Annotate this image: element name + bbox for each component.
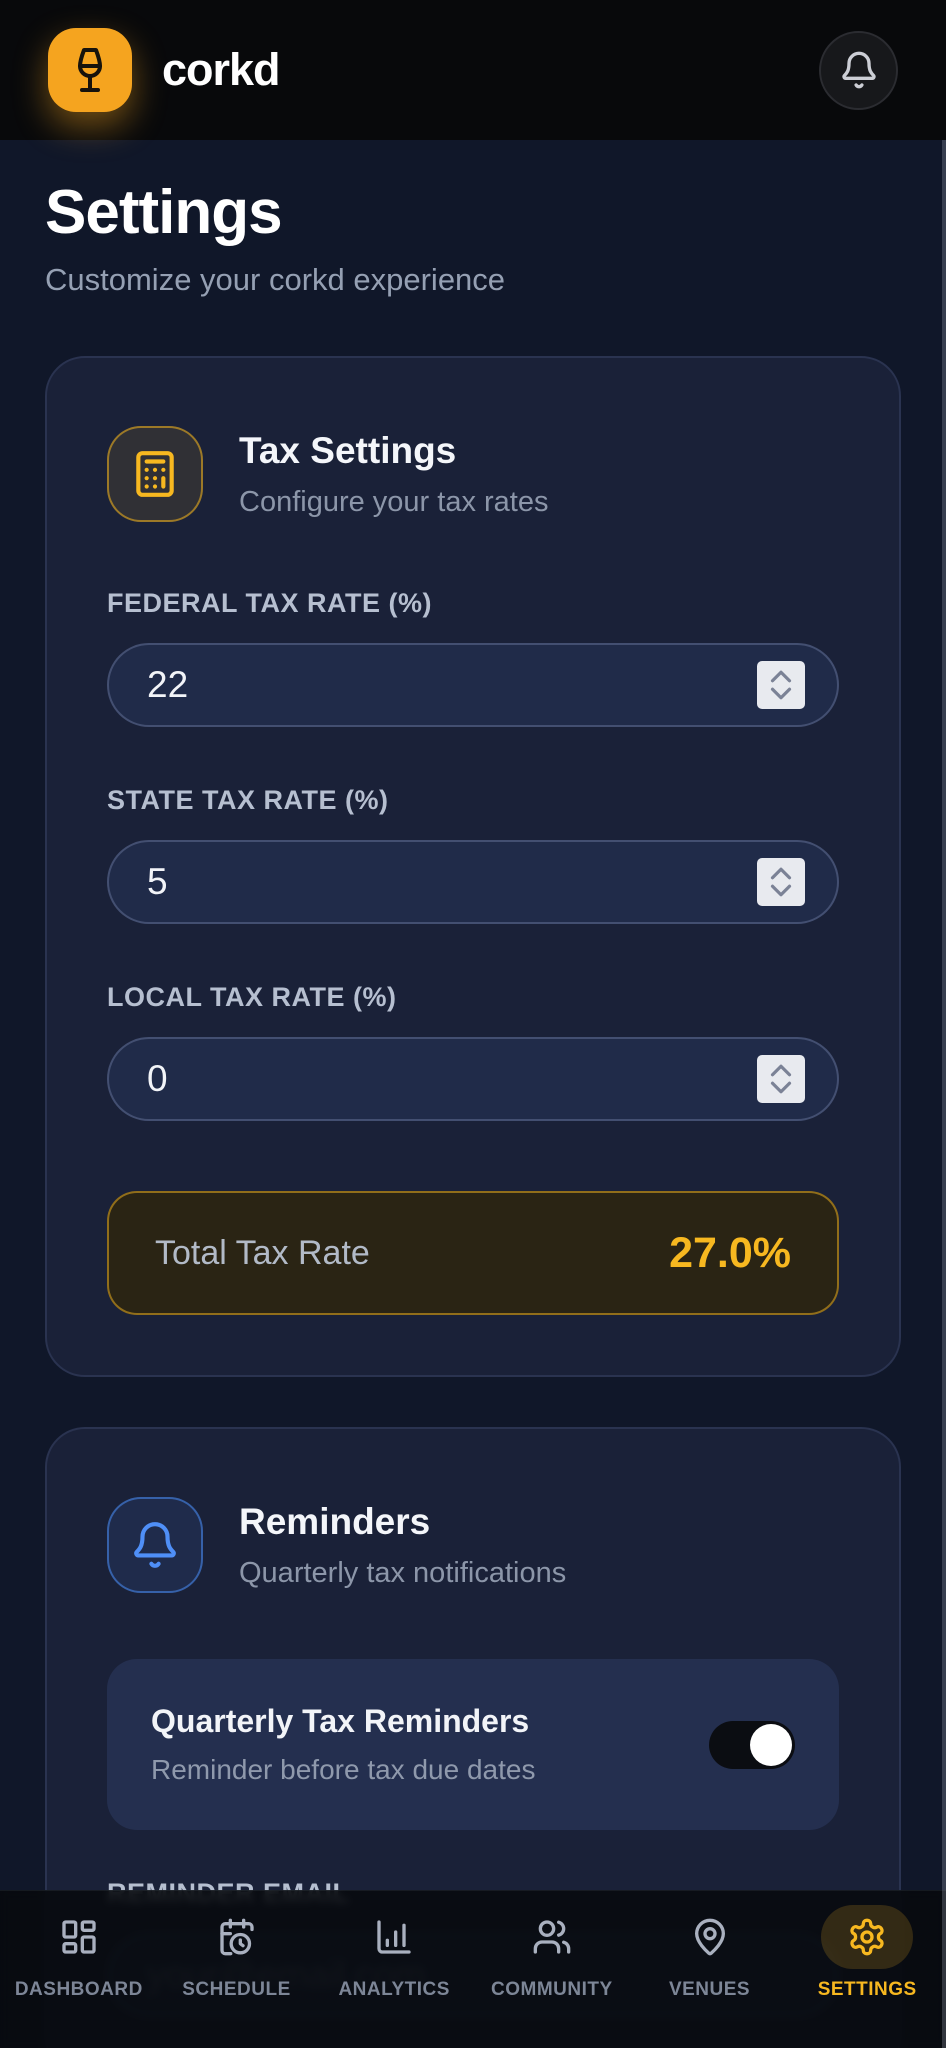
- nav-label: VENUES: [668, 1979, 751, 2000]
- nav-item-settings[interactable]: SETTINGS: [788, 1905, 946, 2001]
- bell-icon: [839, 50, 879, 90]
- nav-label: SETTINGS: [817, 1979, 917, 2000]
- quarterly-reminders-label: Quarterly Tax Reminders: [151, 1703, 530, 1739]
- reminders-card-title: Reminders: [239, 1500, 431, 1542]
- local-tax-input-shell: [107, 1037, 839, 1121]
- reminders-card-header: Reminders Quarterly tax notifications: [107, 1497, 839, 1593]
- reminders-card-subtitle: Quarterly tax notifications: [239, 1556, 567, 1589]
- page-title: Settings: [45, 178, 283, 247]
- bar-chart-icon: [348, 1905, 440, 1969]
- tax-settings-card: Tax Settings Configure your tax rates FE…: [45, 356, 901, 1377]
- federal-tax-input-shell: [107, 643, 839, 727]
- nav-label: ANALYTICS: [338, 1979, 450, 2000]
- state-tax-stepper[interactable]: [757, 858, 805, 906]
- local-tax-field: LOCAL TAX RATE (%): [107, 982, 839, 1121]
- total-tax-rate-label: Total Tax Rate: [155, 1233, 370, 1272]
- toggle-knob: [750, 1723, 792, 1766]
- tax-card-header: Tax Settings Configure your tax rates: [107, 426, 839, 522]
- state-tax-input-shell: [107, 840, 839, 924]
- tax-card-subtitle: Configure your tax rates: [239, 485, 549, 518]
- nav-label: SCHEDULE: [182, 1979, 291, 2000]
- quarterly-reminders-description: Reminder before tax due dates: [151, 1754, 536, 1785]
- map-pin-icon: [664, 1905, 756, 1969]
- chevron-down-icon: [770, 687, 792, 700]
- chevron-up-icon: [770, 670, 792, 683]
- calculator-icon: [107, 426, 203, 522]
- local-tax-stepper[interactable]: [757, 1055, 805, 1103]
- state-tax-label: STATE TAX RATE (%): [107, 785, 389, 815]
- scrollbar[interactable]: [942, 140, 946, 2048]
- quarterly-reminders-toggle[interactable]: [709, 1720, 795, 1769]
- app-title: corkd: [162, 44, 281, 95]
- local-tax-label: LOCAL TAX RATE (%): [107, 982, 397, 1012]
- local-tax-input[interactable]: [109, 1058, 837, 1100]
- app-logo: [48, 28, 132, 112]
- notifications-button[interactable]: [819, 30, 898, 110]
- state-tax-input[interactable]: [109, 861, 837, 903]
- total-tax-rate-box: Total Tax Rate 27.0%: [107, 1191, 839, 1315]
- quarterly-reminders-texts: Quarterly Tax Reminders Reminder before …: [151, 1703, 535, 1786]
- users-icon: [506, 1905, 598, 1969]
- gear-icon: [821, 1905, 914, 1969]
- total-tax-rate-value: 27.0%: [669, 1228, 791, 1277]
- nav-label: DASHBOARD: [14, 1979, 143, 2000]
- federal-tax-input[interactable]: [109, 664, 837, 706]
- federal-tax-stepper[interactable]: [757, 661, 805, 709]
- tax-card-heading: Tax Settings Configure your tax rates: [239, 430, 548, 519]
- chevron-down-icon: [770, 884, 792, 897]
- chevron-down-icon: [770, 1081, 792, 1094]
- federal-tax-field: FEDERAL TAX RATE (%): [107, 588, 839, 727]
- nav-item-dashboard[interactable]: DASHBOARD: [0, 1905, 158, 2001]
- main-content: Settings Customize your corkd experience…: [0, 140, 946, 2048]
- nav-label: COMMUNITY: [491, 1979, 613, 2000]
- federal-tax-label: FEDERAL TAX RATE (%): [107, 588, 432, 618]
- nav-item-analytics[interactable]: ANALYTICS: [315, 1905, 473, 2001]
- page-subtitle: Customize your corkd experience: [45, 262, 506, 297]
- nav-item-schedule[interactable]: SCHEDULE: [158, 1905, 316, 2001]
- tax-card-title: Tax Settings: [239, 429, 457, 471]
- bell-icon: [107, 1497, 203, 1593]
- layout-dashboard-icon: [33, 1905, 125, 1969]
- nav-item-community[interactable]: COMMUNITY: [473, 1905, 631, 2001]
- nav-item-venues[interactable]: VENUES: [631, 1905, 789, 2001]
- chevron-up-icon: [770, 1064, 792, 1077]
- chevron-up-icon: [770, 867, 792, 880]
- wine-glass-icon: [66, 46, 114, 94]
- app-header: corkd: [0, 0, 946, 140]
- quarterly-reminders-row: Quarterly Tax Reminders Reminder before …: [107, 1659, 839, 1830]
- calendar-clock-icon: [191, 1905, 283, 1969]
- bottom-nav: DASHBOARD SCHEDULE ANALYTICS: [0, 1890, 946, 2048]
- reminders-card-heading: Reminders Quarterly tax notifications: [239, 1501, 566, 1590]
- state-tax-field: STATE TAX RATE (%): [107, 785, 839, 924]
